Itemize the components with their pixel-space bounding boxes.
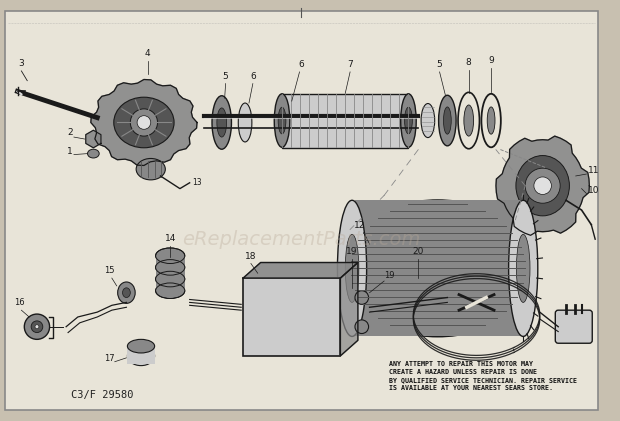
Ellipse shape bbox=[238, 103, 252, 142]
Text: 15: 15 bbox=[104, 266, 114, 275]
Ellipse shape bbox=[217, 108, 226, 137]
Bar bbox=[127, 346, 154, 364]
Ellipse shape bbox=[156, 283, 185, 298]
Ellipse shape bbox=[508, 200, 538, 336]
Text: 17: 17 bbox=[105, 354, 115, 363]
Ellipse shape bbox=[278, 107, 286, 134]
Ellipse shape bbox=[487, 107, 495, 134]
Ellipse shape bbox=[516, 234, 530, 302]
Polygon shape bbox=[340, 263, 358, 356]
Text: 13: 13 bbox=[193, 178, 202, 187]
Ellipse shape bbox=[156, 260, 185, 275]
Ellipse shape bbox=[443, 107, 451, 134]
Text: ANY ATTEMPT TO REPAIR THIS MOTOR MAY
CREATE A HAZARD UNLESS REPAIR IS DONE
BY QU: ANY ATTEMPT TO REPAIR THIS MOTOR MAY CRE… bbox=[389, 361, 577, 391]
Ellipse shape bbox=[405, 107, 412, 134]
Ellipse shape bbox=[156, 248, 185, 264]
Bar bbox=[282, 94, 409, 148]
Text: 5: 5 bbox=[223, 72, 229, 81]
Text: C3/F 29580: C3/F 29580 bbox=[71, 390, 133, 400]
Bar bbox=[243, 278, 340, 356]
Text: 19: 19 bbox=[347, 247, 358, 256]
Ellipse shape bbox=[274, 94, 290, 147]
Polygon shape bbox=[496, 136, 590, 235]
Circle shape bbox=[31, 321, 43, 333]
Ellipse shape bbox=[136, 158, 166, 180]
Circle shape bbox=[35, 325, 39, 329]
Text: 6: 6 bbox=[250, 72, 255, 81]
Ellipse shape bbox=[123, 288, 130, 298]
Ellipse shape bbox=[345, 234, 359, 302]
Text: 6: 6 bbox=[299, 60, 304, 69]
Ellipse shape bbox=[114, 97, 174, 148]
Ellipse shape bbox=[127, 346, 154, 365]
Circle shape bbox=[137, 116, 151, 129]
Text: 20: 20 bbox=[412, 247, 424, 256]
Ellipse shape bbox=[421, 104, 435, 138]
Text: 10: 10 bbox=[588, 186, 599, 195]
Ellipse shape bbox=[127, 339, 154, 353]
Text: eReplacementParts.com: eReplacementParts.com bbox=[182, 230, 420, 249]
Ellipse shape bbox=[87, 149, 99, 158]
Text: 11: 11 bbox=[588, 166, 599, 175]
Text: 16: 16 bbox=[14, 298, 25, 307]
Text: 7: 7 bbox=[347, 60, 353, 69]
Ellipse shape bbox=[401, 94, 416, 147]
Ellipse shape bbox=[337, 200, 366, 336]
Ellipse shape bbox=[438, 95, 456, 146]
Text: 9: 9 bbox=[488, 56, 494, 65]
FancyBboxPatch shape bbox=[556, 310, 592, 343]
Text: 12: 12 bbox=[354, 221, 366, 229]
Text: 8: 8 bbox=[466, 58, 472, 67]
Text: 14: 14 bbox=[164, 234, 176, 243]
Circle shape bbox=[130, 109, 157, 136]
Bar bbox=[355, 200, 520, 336]
Text: 3: 3 bbox=[19, 59, 24, 68]
Circle shape bbox=[355, 320, 368, 333]
Circle shape bbox=[525, 168, 560, 203]
Text: 1: 1 bbox=[67, 147, 73, 156]
Text: 4: 4 bbox=[145, 49, 151, 59]
Ellipse shape bbox=[464, 105, 474, 136]
Polygon shape bbox=[243, 263, 358, 278]
Circle shape bbox=[534, 177, 551, 195]
Text: 19: 19 bbox=[384, 271, 394, 280]
Polygon shape bbox=[86, 130, 101, 148]
Ellipse shape bbox=[212, 96, 231, 149]
Ellipse shape bbox=[156, 271, 185, 287]
Polygon shape bbox=[91, 80, 197, 165]
Text: 5: 5 bbox=[436, 60, 443, 69]
Text: 2: 2 bbox=[67, 128, 73, 137]
Bar bbox=[156, 256, 185, 291]
Circle shape bbox=[24, 314, 50, 339]
Text: 18: 18 bbox=[245, 252, 257, 261]
Ellipse shape bbox=[118, 282, 135, 304]
Ellipse shape bbox=[516, 155, 569, 216]
Circle shape bbox=[355, 291, 368, 304]
